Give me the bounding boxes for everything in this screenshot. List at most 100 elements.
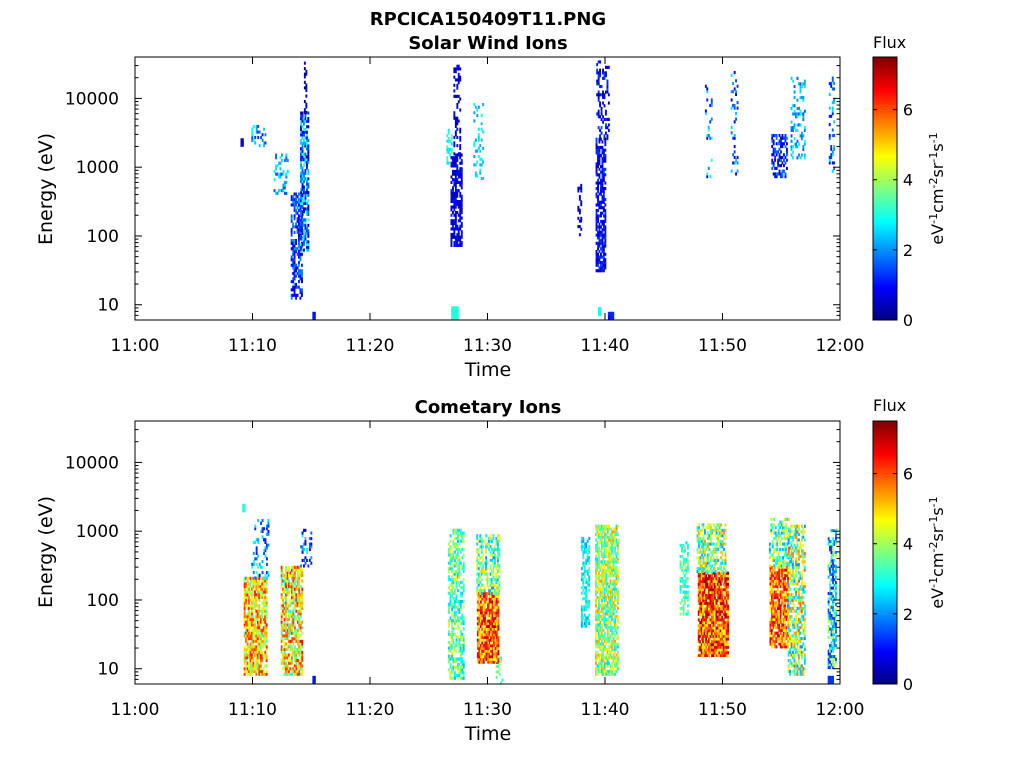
heatmap-cell bbox=[307, 199, 310, 203]
heatmap-cell bbox=[775, 150, 778, 154]
heatmap-cell bbox=[700, 623, 703, 627]
heatmap-cell bbox=[293, 659, 296, 663]
heatmap-cell bbox=[456, 135, 459, 139]
heatmap-cell bbox=[454, 172, 457, 176]
heatmap-cell bbox=[711, 653, 713, 657]
heatmap-cell bbox=[595, 672, 597, 676]
heatmap-cell bbox=[307, 232, 310, 236]
heatmap-cell bbox=[599, 664, 602, 668]
colorbar-segment bbox=[873, 289, 897, 293]
heatmap-cell bbox=[714, 640, 716, 644]
heatmap-cell bbox=[452, 660, 455, 664]
heatmap-cell bbox=[482, 103, 485, 107]
heatmap-cell bbox=[252, 587, 255, 591]
colorbar-segment bbox=[873, 137, 897, 141]
heatmap-cell bbox=[450, 180, 453, 184]
heatmap-cell bbox=[614, 590, 616, 594]
heatmap-cell bbox=[490, 630, 492, 634]
heatmap-cell bbox=[248, 612, 250, 616]
heatmap-cell bbox=[606, 596, 609, 600]
heatmap-cell bbox=[280, 620, 283, 624]
heatmap-cell bbox=[602, 233, 605, 237]
heatmap-cell bbox=[454, 528, 456, 532]
heatmap-cell bbox=[460, 169, 463, 173]
heatmap-cell bbox=[481, 646, 484, 650]
heatmap-cell bbox=[454, 70, 457, 74]
heatmap-cell bbox=[307, 229, 310, 233]
heatmap-cell bbox=[461, 663, 464, 667]
heatmap-cell bbox=[251, 601, 253, 605]
heatmap-cell bbox=[290, 197, 293, 201]
heatmap-cell bbox=[285, 576, 287, 580]
heatmap-cell bbox=[828, 134, 831, 138]
heatmap-cell bbox=[300, 196, 302, 200]
heatmap-cell bbox=[716, 623, 719, 627]
heatmap-cell bbox=[450, 197, 453, 201]
heatmap-cell bbox=[580, 547, 583, 551]
heatmap-cell bbox=[456, 241, 459, 245]
heatmap-cell bbox=[457, 668, 459, 672]
heatmap-cell bbox=[831, 153, 834, 157]
heatmap-cell bbox=[259, 634, 262, 638]
heatmap-cell bbox=[697, 596, 700, 600]
heatmap-cell bbox=[772, 134, 775, 138]
heatmap-cell bbox=[295, 225, 297, 229]
heatmap-cell bbox=[614, 593, 616, 597]
heatmap-cell bbox=[276, 191, 279, 195]
heatmap-cell bbox=[301, 667, 304, 671]
heatmap-cell bbox=[595, 593, 597, 597]
heatmap-cell bbox=[831, 134, 834, 138]
heatmap-cell bbox=[697, 574, 700, 578]
heatmap-cell bbox=[604, 143, 607, 147]
heatmap-cell bbox=[598, 167, 601, 171]
heatmap-cell bbox=[617, 568, 619, 572]
heatmap-cell bbox=[288, 590, 290, 594]
heatmap-cell bbox=[601, 222, 604, 226]
heatmap-cell bbox=[719, 574, 722, 578]
heatmap-cell bbox=[455, 306, 458, 310]
heatmap-cell bbox=[261, 527, 264, 531]
heatmap-cell bbox=[449, 550, 452, 554]
heatmap-cell bbox=[611, 667, 614, 671]
heatmap-cell bbox=[681, 598, 683, 602]
heatmap-cell bbox=[295, 656, 298, 660]
heatmap-cell bbox=[721, 623, 724, 627]
heatmap-cell bbox=[600, 601, 603, 605]
colorbar-segment bbox=[873, 216, 897, 220]
heatmap-cell bbox=[479, 660, 482, 664]
heatmap-cell bbox=[246, 645, 249, 649]
heatmap-cell bbox=[595, 225, 598, 229]
heatmap-cell bbox=[597, 184, 599, 188]
heatmap-cell bbox=[454, 200, 457, 204]
heatmap-cell bbox=[604, 263, 607, 267]
heatmap-cell bbox=[290, 203, 293, 207]
heatmap-cell bbox=[604, 233, 607, 237]
heatmap-cell bbox=[483, 586, 486, 590]
heatmap-cell bbox=[598, 628, 600, 632]
heatmap-cell bbox=[453, 208, 456, 212]
heatmap-cell bbox=[243, 606, 246, 610]
heatmap-cell bbox=[482, 130, 485, 134]
heatmap-cell bbox=[478, 638, 481, 642]
heatmap-cell bbox=[721, 621, 724, 625]
heatmap-cell bbox=[301, 133, 304, 137]
heatmap-cell bbox=[600, 617, 603, 621]
heatmap-cell bbox=[830, 155, 833, 159]
heatmap-cell bbox=[462, 665, 465, 669]
heatmap-cell bbox=[595, 162, 598, 166]
heatmap-cell bbox=[457, 202, 460, 206]
heatmap-cell bbox=[708, 601, 710, 605]
heatmap-cell bbox=[484, 641, 487, 645]
heatmap-cell bbox=[684, 590, 686, 594]
heatmap-cell bbox=[697, 585, 700, 589]
heatmap-cell bbox=[485, 545, 488, 549]
heatmap-cell bbox=[459, 676, 462, 680]
heatmap-cell bbox=[497, 646, 500, 650]
heatmap-cell bbox=[615, 628, 618, 632]
heatmap-cell bbox=[722, 640, 725, 644]
heatmap-cell bbox=[611, 587, 614, 591]
heatmap-cell bbox=[597, 230, 599, 234]
heatmap-cell bbox=[452, 205, 454, 209]
heatmap-cell bbox=[608, 524, 611, 528]
heatmap-cell bbox=[488, 638, 491, 642]
